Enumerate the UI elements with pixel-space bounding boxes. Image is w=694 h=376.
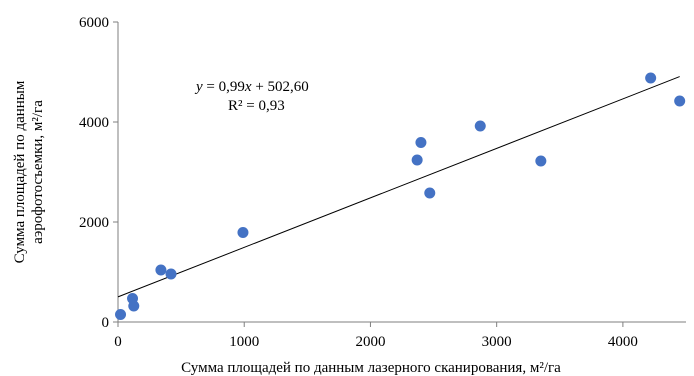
equation-y: y	[194, 79, 203, 95]
x-tick-label: 0	[114, 334, 122, 350]
y-tick-label: 6000	[79, 15, 109, 31]
trendline	[117, 76, 680, 298]
x-axis-title: Сумма площадей по данным лазерного скани…	[181, 360, 561, 376]
x-tick-label: 3000	[482, 334, 512, 350]
data-point	[415, 137, 427, 148]
data-point	[411, 154, 423, 166]
x-tick-label: 2000	[355, 334, 385, 350]
y-tick-label: 0	[102, 315, 110, 331]
y-tick-label: 2000	[79, 215, 109, 231]
equation-x: x	[244, 79, 252, 95]
x-tick-label: 4000	[608, 334, 638, 350]
r-squared-text: R² = 0,93	[228, 98, 285, 114]
data-point	[115, 309, 127, 320]
y-tick-label: 4000	[79, 115, 109, 131]
data-point	[674, 95, 686, 107]
trendline-group	[117, 76, 680, 298]
data-point	[128, 300, 140, 312]
equation-text: y = 0,99x + 502,60	[194, 79, 309, 95]
data-point	[165, 268, 177, 280]
y-axis-title-line-2: аэрофотосъемки, м²/га	[30, 100, 46, 244]
points-group	[115, 72, 686, 320]
data-point	[155, 264, 167, 276]
equation-coef: = 0,99	[203, 79, 245, 95]
data-point	[645, 72, 657, 84]
y-axis-title-line-1: Сумма площадей по данным	[12, 80, 28, 263]
data-point	[474, 120, 486, 132]
axes	[113, 21, 686, 327]
data-point	[535, 155, 547, 167]
data-point	[237, 227, 249, 238]
x-tick-label: 1000	[229, 334, 259, 350]
labels-group: 0 2000 4000 6000 0 1000 2000 3000 4000	[79, 15, 638, 350]
data-point	[424, 187, 436, 199]
equation-tail: + 502,60	[252, 79, 309, 95]
